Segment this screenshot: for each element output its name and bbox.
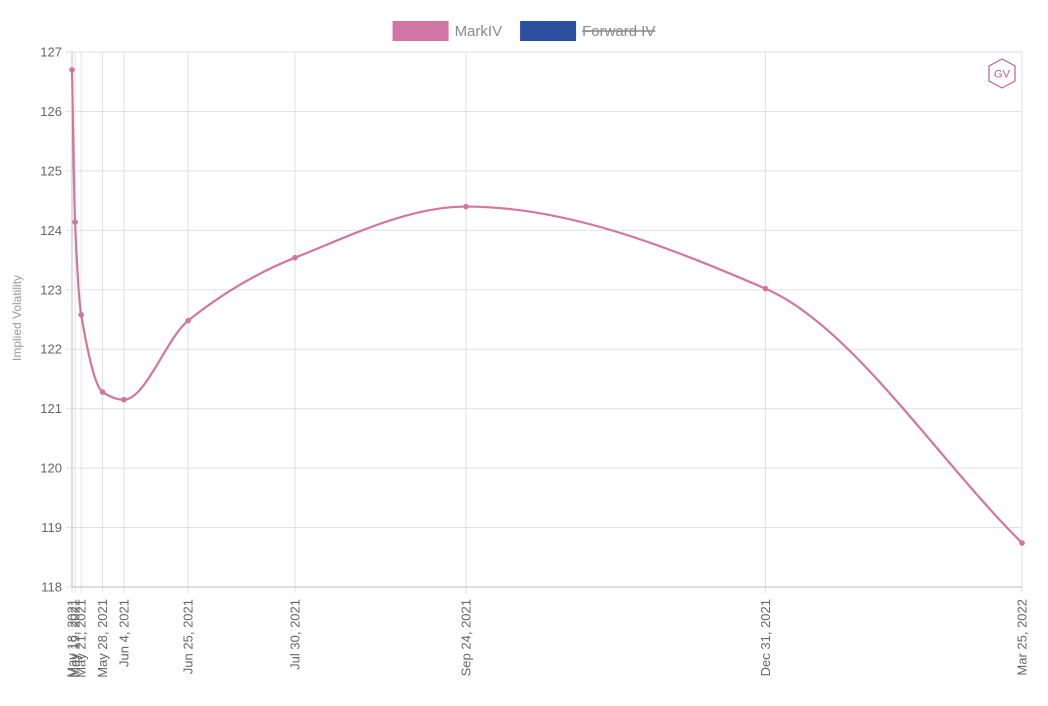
data-point[interactable] [78, 311, 85, 318]
y-tick-label: 124 [40, 223, 62, 238]
logo-text: GV [994, 69, 1011, 81]
legend-item-forward-iv[interactable]: Forward IV [520, 21, 656, 41]
y-tick-label: 118 [41, 580, 62, 595]
x-tick-label: May 21, 2021 [74, 599, 89, 678]
x-tick-label: Sep 24, 2021 [459, 599, 474, 676]
series-line-markiv [70, 69, 1023, 544]
y-tick-label: 121 [40, 401, 62, 416]
data-point[interactable] [292, 254, 298, 261]
legend-item-markiv[interactable]: MarkIV [392, 21, 503, 41]
x-tick-label: Jun 25, 2021 [181, 599, 196, 674]
data-point[interactable] [72, 219, 78, 225]
grid [66, 51, 1023, 593]
legend[interactable]: MarkIV Forward IV [392, 21, 656, 41]
y-axis-title: Implied Volatility [10, 275, 24, 361]
x-tick-label: May 19, 2021 [68, 599, 83, 678]
y-tick-label: 126 [40, 104, 62, 119]
y-tick-label: 122 [40, 342, 62, 357]
data-point[interactable] [121, 396, 127, 403]
x-tick-label: Jul 30, 2021 [287, 599, 302, 670]
y-tick-label: 125 [40, 163, 62, 178]
y-tick-label: 123 [40, 282, 62, 297]
legend-label: MarkIV [455, 23, 503, 40]
x-tick-label: May 28, 2021 [95, 599, 110, 678]
legend-swatch [520, 21, 577, 41]
data-point[interactable] [1019, 540, 1025, 546]
logo-hexagon [988, 58, 1016, 89]
axes: 118 119 120 121 122 123 124 125 126 127 May 18, 20… [40, 45, 1029, 678]
x-tick-label: May 18, 2021 [65, 599, 80, 678]
data-point[interactable] [99, 389, 106, 395]
y-tick-label: 127 [40, 45, 62, 60]
x-tick-label: Jun 4, 2021 [116, 599, 131, 667]
y-tick-label: 120 [40, 461, 62, 476]
y-tick-label: 119 [41, 520, 62, 535]
data-point[interactable] [463, 203, 469, 210]
data-point[interactable] [69, 66, 75, 73]
x-tick-label: Mar 25, 2022 [1015, 599, 1030, 676]
series-layer [69, 66, 1025, 546]
logo: GV [988, 58, 1016, 89]
legend-swatch [392, 21, 449, 41]
x-tick-label: Dec 31, 2021 [758, 599, 773, 676]
data-point[interactable] [762, 285, 769, 292]
data-point[interactable] [185, 317, 191, 324]
